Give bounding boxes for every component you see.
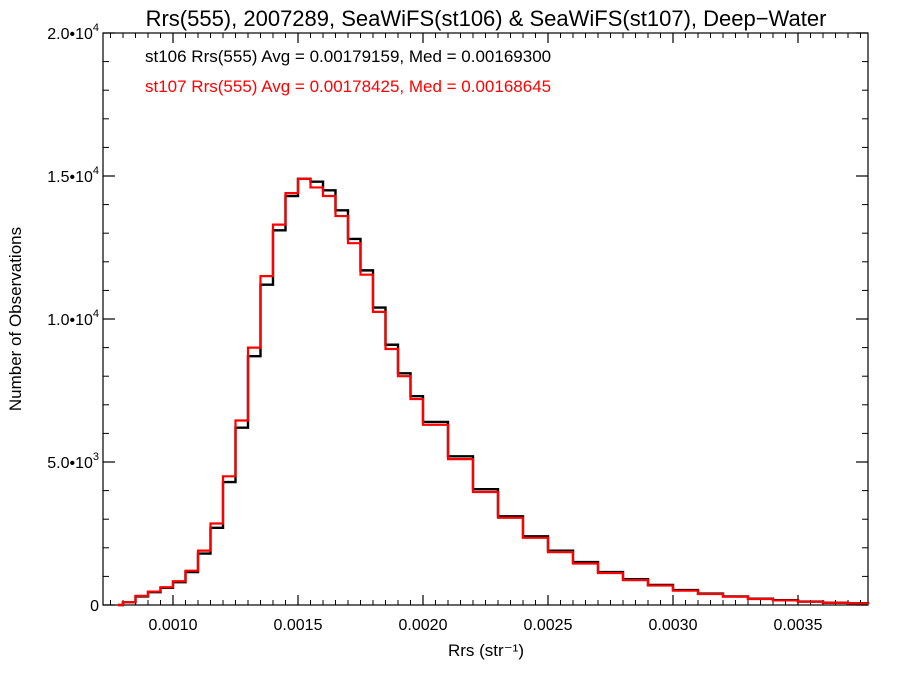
- x-tick-label: 0.0035: [774, 617, 823, 634]
- chart-title: Rrs(555), 2007289, SeaWiFS(st106) & SeaW…: [146, 6, 827, 31]
- x-tick-label: 0.0010: [149, 617, 198, 634]
- annotation-st107: st107 Rrs(555) Avg = 0.00178425, Med = 0…: [145, 77, 551, 96]
- x-tick-label: 0.0015: [274, 617, 323, 634]
- x-tick-label: 0.0030: [649, 617, 698, 634]
- y-axis: 0 5.0•103 1.0•104 1.5•104 2.0•104: [47, 22, 868, 615]
- x-axis: 0.0010 0.0015 0.0020 0.0025 0.0030 0.0035: [110, 33, 861, 634]
- series-line-st107: [118, 177, 870, 607]
- x-axis-label: Rrs (str⁻¹): [448, 641, 524, 660]
- y-tick-label: 1.0•104: [47, 308, 99, 329]
- x-tick-label: 0.0020: [399, 617, 448, 634]
- y-tick-label: 0: [90, 598, 99, 615]
- y-tick-label: 1.5•104: [47, 165, 99, 186]
- annotation-st106: st106 Rrs(555) Avg = 0.00179159, Med = 0…: [145, 47, 551, 66]
- series-layer: [118, 177, 870, 607]
- y-axis-label: Number of Observations: [6, 227, 25, 411]
- x-tick-label: 0.0025: [524, 617, 573, 634]
- y-tick-label: 2.0•104: [47, 22, 99, 43]
- y-tick-label: 5.0•103: [47, 451, 99, 472]
